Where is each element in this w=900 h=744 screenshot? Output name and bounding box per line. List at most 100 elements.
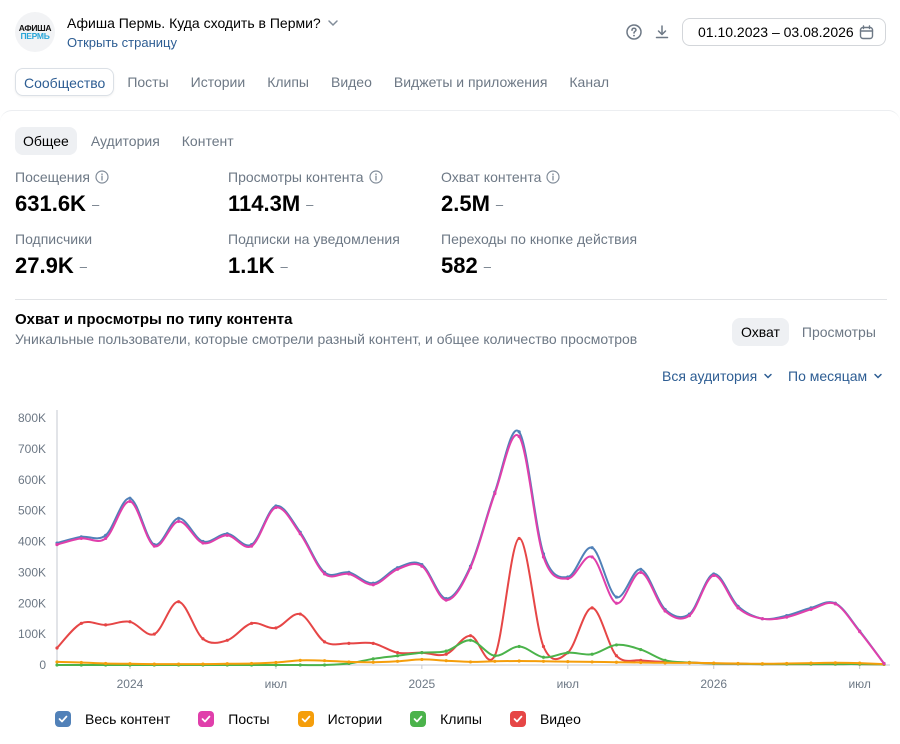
audience-dropdown[interactable]: Вся аудитория xyxy=(662,368,773,384)
legend-item-video[interactable]: Видео xyxy=(509,711,581,727)
data-point-posts xyxy=(785,615,789,619)
data-point-video xyxy=(347,641,351,645)
toggle-views[interactable]: Просмотры xyxy=(801,324,876,340)
stats-card xyxy=(0,110,900,744)
tab-stories[interactable]: Истории xyxy=(190,74,246,90)
data-point-video xyxy=(225,638,229,642)
toggle-reach[interactable]: Охват xyxy=(732,318,789,346)
data-point-stories xyxy=(274,660,278,665)
metric-dash: – xyxy=(91,196,100,212)
y-tick-label: 400K xyxy=(18,535,46,549)
data-point-video xyxy=(590,606,594,610)
data-point-clips xyxy=(566,651,570,655)
series-line-all xyxy=(56,429,885,665)
legend-label: Весь контент xyxy=(85,711,171,727)
tab-clips[interactable]: Клипы xyxy=(267,74,309,90)
metric-label: Переходы по кнопке действия xyxy=(441,231,638,247)
metric-value: 1.1K xyxy=(228,253,275,278)
subtab-general[interactable]: Общее xyxy=(15,127,77,155)
data-point-all xyxy=(590,546,594,550)
subtab-audience[interactable]: Аудитория xyxy=(90,133,160,149)
metric-label: Просмотры контента xyxy=(228,169,364,185)
data-point-stories xyxy=(177,662,181,666)
data-point-posts xyxy=(420,564,424,568)
data-point-clips xyxy=(517,644,521,649)
metric-value: 27.9K xyxy=(15,253,74,278)
data-point-posts xyxy=(347,572,351,576)
metric-label: Охват контента xyxy=(441,169,542,185)
data-point-stories xyxy=(298,658,302,662)
data-point-clips xyxy=(322,663,327,667)
group-avatar[interactable]: АФИША ПЕРМЬ xyxy=(15,12,55,52)
metric-label: Подписчики xyxy=(15,231,93,247)
legend-item-all[interactable]: Весь контент xyxy=(55,711,170,727)
y-tick-label: 800K xyxy=(18,411,46,425)
data-point-posts xyxy=(225,533,229,537)
data-point-posts xyxy=(712,573,716,578)
chart-title: Охват и просмотры по типу контента xyxy=(15,311,293,328)
data-point-video xyxy=(468,634,473,638)
data-point-clips xyxy=(614,643,619,647)
chart-legend: Весь контент Посты Истории Клипы Видео xyxy=(55,711,609,727)
main-tabs: Сообщество Посты Истории Клипы Видео Вид… xyxy=(15,68,622,96)
series-line-video xyxy=(56,537,885,666)
data-point-video xyxy=(79,621,83,625)
info-icon[interactable] xyxy=(368,170,383,184)
subtab-content[interactable]: Контент xyxy=(181,133,234,149)
tab-widgets[interactable]: Виджеты и приложения xyxy=(393,74,548,90)
legend-label: Посты xyxy=(228,711,270,727)
metric-dash: – xyxy=(495,196,504,212)
data-point-video xyxy=(128,620,132,624)
legend-label: Видео xyxy=(539,711,581,727)
info-icon[interactable] xyxy=(95,170,109,184)
data-point-posts xyxy=(663,609,667,613)
help-icon[interactable] xyxy=(625,23,643,41)
section-divider xyxy=(15,299,887,300)
date-range-picker[interactable]: 01.10.2023 – 03.08.2026 xyxy=(682,18,886,46)
metric-value: 114.3M xyxy=(228,191,301,216)
group-selector[interactable]: Афиша Пермь. Куда сходить в Перми? xyxy=(67,15,339,31)
tab-community[interactable]: Сообщество xyxy=(15,68,115,96)
data-point-video xyxy=(322,640,327,644)
data-point-posts xyxy=(614,601,619,605)
data-point-stories xyxy=(444,659,448,663)
legend-item-clips[interactable]: Клипы xyxy=(410,711,482,727)
data-point-stories xyxy=(541,659,546,663)
data-point-stories xyxy=(760,662,764,666)
data-point-clips xyxy=(590,652,594,656)
open-page-link[interactable]: Открыть страницу xyxy=(67,35,177,50)
sub-tabs: Общее Аудитория Контент xyxy=(15,127,248,155)
chart-subtitle: Уникальные пользователи, которые смотрел… xyxy=(15,331,638,347)
data-point-video xyxy=(395,651,400,655)
data-point-stories xyxy=(687,661,692,665)
data-point-posts xyxy=(541,555,546,559)
data-point-stories xyxy=(420,657,424,662)
legend-item-posts[interactable]: Посты xyxy=(198,711,270,727)
data-point-stories xyxy=(785,661,789,666)
legend-item-stories[interactable]: Истории xyxy=(297,711,382,727)
data-point-posts xyxy=(322,572,327,576)
data-point-posts xyxy=(493,492,497,496)
metric-value: 631.6K xyxy=(15,191,86,216)
page-header: АФИША ПЕРМЬ Афиша Пермь. Куда сходить в … xyxy=(0,0,900,64)
tab-channel[interactable]: Канал xyxy=(569,74,610,90)
line-chart: 0 100K 200K 300K 400K 500K 600K 700K 800K 2024 июл… xyxy=(18,410,890,691)
data-point-posts xyxy=(55,542,59,547)
metric-dash: – xyxy=(483,258,491,274)
series-line-posts xyxy=(56,433,885,665)
download-icon[interactable] xyxy=(653,23,671,41)
info-icon[interactable] xyxy=(546,170,561,184)
data-point-video xyxy=(55,646,59,650)
data-point-stories xyxy=(104,661,108,666)
data-point-video xyxy=(541,644,546,649)
data-point-video xyxy=(298,612,302,616)
tab-video[interactable]: Видео xyxy=(330,74,372,90)
data-point-posts xyxy=(517,434,521,439)
data-point-stories xyxy=(858,661,862,665)
data-point-clips xyxy=(395,654,400,658)
period-dropdown[interactable]: По месяцам xyxy=(788,368,883,384)
tab-posts[interactable]: Посты xyxy=(127,74,169,90)
checkbox-checked-icon xyxy=(198,711,215,727)
data-point-all xyxy=(639,567,643,571)
checkbox-checked-icon xyxy=(297,711,314,727)
